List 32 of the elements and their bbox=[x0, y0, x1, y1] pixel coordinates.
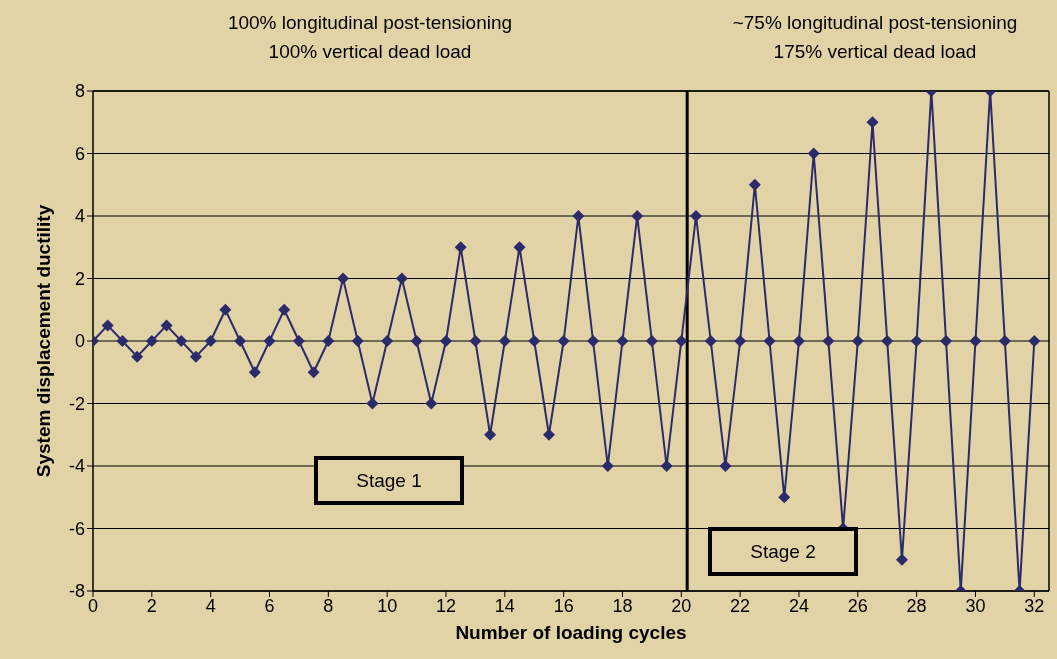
x-tick-label: 0 bbox=[87, 595, 99, 616]
x-tick-label: 28 bbox=[906, 595, 927, 616]
y-tick-label: -8 bbox=[68, 581, 85, 602]
x-tick-label: 32 bbox=[1024, 595, 1045, 616]
x-tick-label: 14 bbox=[494, 595, 515, 616]
text: 100% longitudinal post-tensioning 100% vertical dead load bbox=[226, 11, 514, 64]
y-tick-label: 0 bbox=[74, 331, 85, 352]
x-tick-label: 30 bbox=[965, 595, 986, 616]
y-tick-label: 2 bbox=[74, 268, 85, 289]
y-axis-title: System displacement ductility bbox=[32, 204, 54, 478]
x-tick-label: 2 bbox=[146, 595, 157, 616]
y-tick-label: -4 bbox=[68, 456, 85, 477]
x-tick-label: 4 bbox=[205, 595, 216, 616]
x-tick-label: 10 bbox=[377, 595, 398, 616]
y-tick-label: -6 bbox=[68, 518, 85, 539]
x-tick-label: 24 bbox=[788, 595, 809, 616]
x-tick-label: 18 bbox=[612, 595, 633, 616]
x-axis-title: Number of loading cycles bbox=[455, 622, 687, 643]
x-tick-label: 16 bbox=[553, 595, 574, 616]
x-tick-label: 22 bbox=[730, 595, 751, 616]
y-tick-label: 8 bbox=[74, 81, 85, 102]
x-tick-label: 6 bbox=[264, 595, 275, 616]
y-tick-label: 6 bbox=[74, 143, 85, 164]
x-tick-label: 20 bbox=[671, 595, 692, 616]
y-tick-label: 4 bbox=[74, 206, 85, 227]
y-tick-label: -2 bbox=[68, 393, 85, 414]
x-tick-label: 8 bbox=[323, 595, 334, 616]
text: ~75% longitudinal post-tensioning 175% vertical dead load bbox=[731, 11, 1019, 64]
x-tick-label: 26 bbox=[847, 595, 868, 616]
text-box: Stage 1 bbox=[314, 456, 464, 505]
text-box: Stage 2 bbox=[708, 527, 858, 576]
x-tick-label: 12 bbox=[435, 595, 456, 616]
